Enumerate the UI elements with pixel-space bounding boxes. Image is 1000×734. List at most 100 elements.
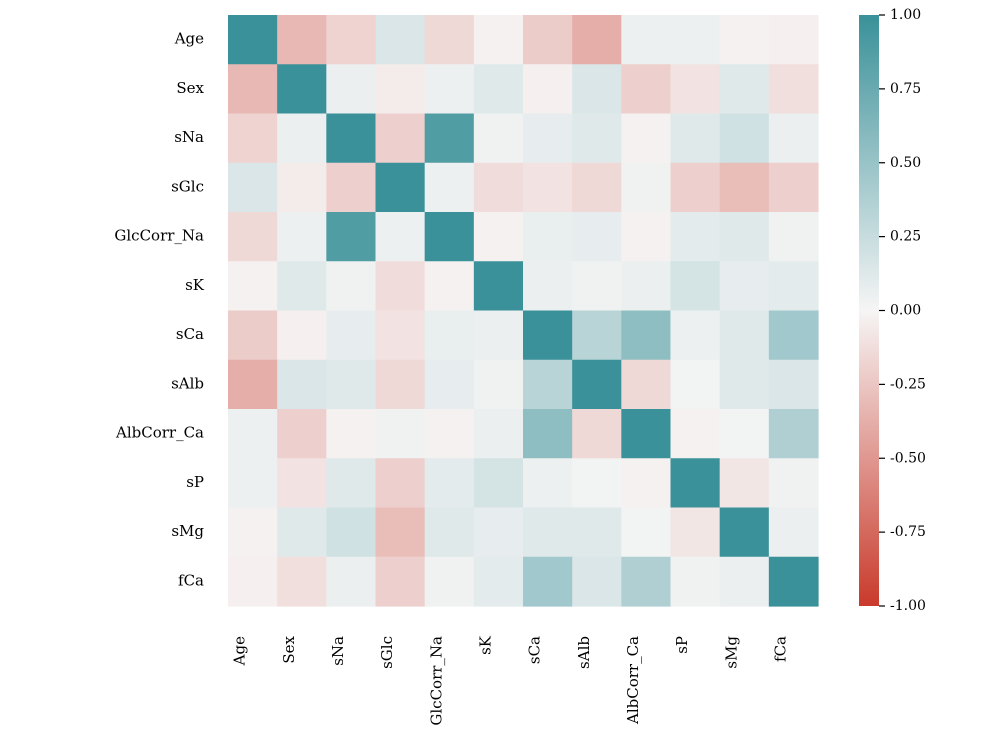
heatmap-cell-Age-Age [228,15,278,65]
heatmap-cell-AlbCorr_Ca-AlbCorr_Ca [621,409,672,459]
heatmap-cell-AlbCorr_Ca-Age [228,409,278,459]
heatmap-cell-Age-sP [670,15,721,65]
heatmap-cell-sCa-sMg [719,310,770,361]
x-tick-label: AlbCorr_Ca [624,636,642,725]
heatmap-cell-sGlc-fCa [768,162,819,213]
heatmap-cell-fCa-Age [228,556,278,607]
heatmap-cell-sP-Sex [277,458,327,509]
heatmap-cell-sNa-AlbCorr_Ca [621,113,672,164]
y-tick-labels: Age Sex sNa sGlc GlcCorr_Na sK sCa sAlb AlbCorr_… [114,30,204,590]
colorbar-tick-label: -0.75 [890,524,926,540]
heatmap-cell-sAlb-AlbCorr_Ca [621,359,672,410]
heatmap-cell-AlbCorr_Ca-sCa [523,409,573,459]
heatmap-cell-Sex-Sex [277,64,327,115]
heatmap-cell-AlbCorr_Ca-sAlb [572,409,622,459]
x-tick-label: fCa [771,636,789,662]
colorbar-tick-label: -0.50 [890,450,926,466]
heatmap-cell-sK-GlcCorr_Na [424,261,475,312]
heatmap-cell-AlbCorr_Ca-sGlc [375,409,426,459]
heatmap-cell-Sex-sNa [326,64,377,115]
heatmap-cell-sAlb-sGlc [375,359,426,410]
heatmap-cell-sMg-sGlc [375,507,426,558]
heatmap-cell-Sex-sMg [719,64,770,115]
heatmap-cell-sAlb-GlcCorr_Na [424,359,475,410]
x-tick-label: Sex [280,635,298,663]
y-tick-label: sNa [174,128,204,146]
heatmap-cell-Age-sCa [523,15,573,65]
heatmap-cell-sAlb-sK [473,359,524,410]
colorbar-tick-label: -1.00 [890,598,926,614]
heatmap-cell-AlbCorr_Ca-GlcCorr_Na [424,409,475,459]
heatmap-cell-Sex-sK [473,64,524,115]
heatmap-cell-fCa-sK [473,556,524,607]
x-tick-label: sCa [526,636,544,664]
heatmap-cell-sP-sK [473,458,524,509]
heatmap-cell-sCa-sNa [326,310,377,361]
heatmap-cell-Age-Sex [277,15,327,65]
heatmap-cell-AlbCorr_Ca-sNa [326,409,377,459]
heatmap-cell-sGlc-sNa [326,162,377,213]
colorbar-tick-label: 0.00 [890,303,921,319]
heatmap-cell-sGlc-GlcCorr_Na [424,162,475,213]
heatmap-cell-sNa-sK [473,113,524,164]
y-tick-label: Sex [176,79,204,97]
heatmap-cell-sK-sAlb [572,261,622,312]
heatmap-cell-GlcCorr_Na-sNa [326,212,377,262]
y-tick-label: GlcCorr_Na [114,227,204,245]
heatmap-cell-sMg-Age [228,507,278,558]
heatmap-cell-Age-sGlc [375,15,426,65]
heatmap-cell-fCa-fCa [768,556,819,607]
heatmap-cell-sMg-sNa [326,507,377,558]
heatmap-cell-sCa-sP [670,310,721,361]
y-tick-label: sAlb [171,374,204,392]
heatmap-cell-sGlc-sP [670,162,721,213]
heatmap-cell-Sex-sGlc [375,64,426,115]
heatmap-cell-sAlb-sAlb [572,359,622,410]
heatmap-cell-sNa-sP [670,113,721,164]
heatmap-cell-sMg-sCa [523,507,573,558]
colorbar-tick-label: -0.25 [890,376,926,392]
heatmap-cell-Age-GlcCorr_Na [424,15,475,65]
y-tick-label: sMg [171,522,204,540]
heatmap-cell-sK-AlbCorr_Ca [621,261,672,312]
heatmap-cell-sCa-fCa [768,310,819,361]
x-tick-label: sAlb [575,636,593,669]
heatmap-cell-GlcCorr_Na-sGlc [375,212,426,262]
heatmap-cell-sP-sNa [326,458,377,509]
heatmap-cell-sAlb-fCa [768,359,819,410]
heatmap-cell-sMg-sAlb [572,507,622,558]
heatmap-cell-sNa-sMg [719,113,770,164]
heatmap-cells [228,15,819,607]
heatmap-cell-sMg-GlcCorr_Na [424,507,475,558]
colorbar-tick-label: 0.25 [890,229,921,245]
colorbar-ticks: 1.00 0.75 0.50 0.25 0.00 -0.25 -0.50 -0.75 -1.00 [879,7,926,614]
heatmap-cell-sAlb-Age [228,359,278,410]
y-tick-label: sK [185,276,205,294]
heatmap-cell-sK-sK [473,261,524,312]
heatmap-cell-sCa-AlbCorr_Ca [621,310,672,361]
heatmap-cell-fCa-GlcCorr_Na [424,556,475,607]
heatmap-cell-sGlc-sCa [523,162,573,213]
heatmap-cell-sAlb-sMg [719,359,770,410]
heatmap-cell-sAlb-sNa [326,359,377,410]
heatmap-cell-fCa-Sex [277,556,327,607]
heatmap-cell-fCa-sAlb [572,556,622,607]
heatmap-cell-Sex-sAlb [572,64,622,115]
heatmap-cell-sK-sP [670,261,721,312]
colorbar-tick-label: 0.50 [890,155,921,171]
heatmap-cell-sMg-sMg [719,507,770,558]
heatmap-cell-GlcCorr_Na-Age [228,212,278,262]
heatmap-cell-sP-sAlb [572,458,622,509]
heatmap-cell-GlcCorr_Na-sAlb [572,212,622,262]
heatmap-cell-sNa-sAlb [572,113,622,164]
heatmap-cell-sCa-sK [473,310,524,361]
heatmap-cell-Sex-Age [228,64,278,115]
x-tick-label: sGlc [378,636,396,669]
y-tick-label: AlbCorr_Ca [115,424,204,442]
y-tick-label: fCa [178,571,204,589]
heatmap-cell-sMg-sK [473,507,524,558]
colorbar-tick-label: 0.75 [890,81,921,97]
heatmap-cell-fCa-sCa [523,556,573,607]
heatmap-cell-GlcCorr_Na-sCa [523,212,573,262]
